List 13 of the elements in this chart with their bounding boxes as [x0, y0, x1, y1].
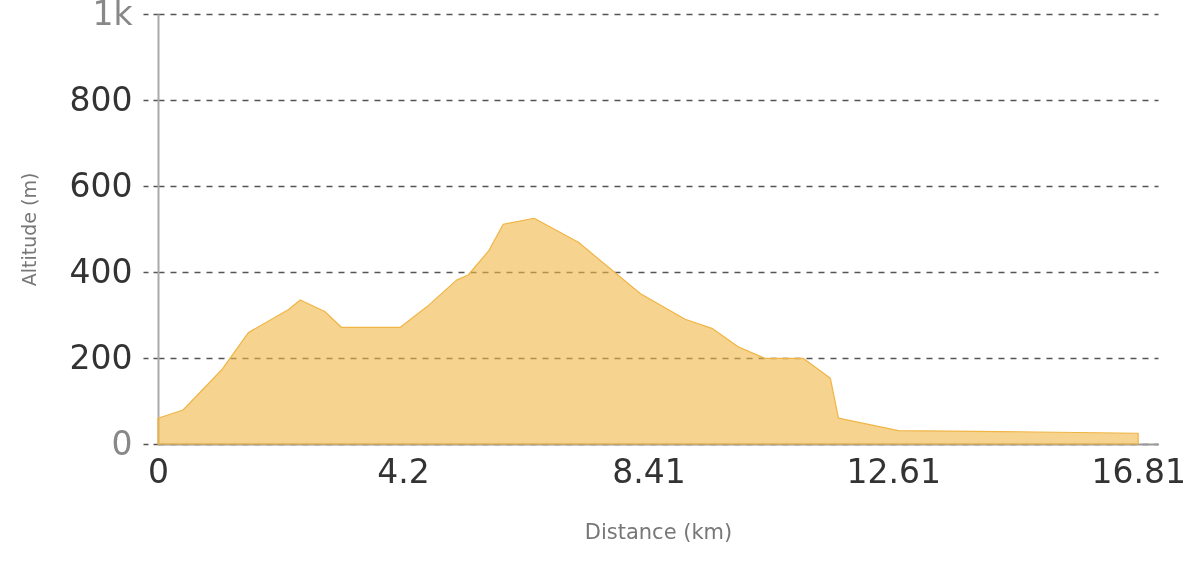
y-tick-label: 400 [69, 251, 133, 291]
y-tick-label: 600 [69, 165, 133, 205]
y-tick-label: 200 [69, 337, 133, 377]
y-tick-label: 1k [92, 0, 134, 33]
y-axis-title: Altitude (m) [17, 172, 40, 287]
x-tick-label: 16.81 [1091, 451, 1186, 491]
y-tick-label: 0 [111, 423, 133, 463]
x-tick-label: 8.41 [612, 451, 686, 491]
y-tick-label: 800 [69, 79, 133, 119]
x-axis-title: Distance (km) [584, 519, 733, 544]
x-tick-label: 0 [148, 451, 169, 491]
x-tick-label: 4.2 [377, 451, 430, 491]
x-tick-label: 12.61 [846, 451, 942, 491]
